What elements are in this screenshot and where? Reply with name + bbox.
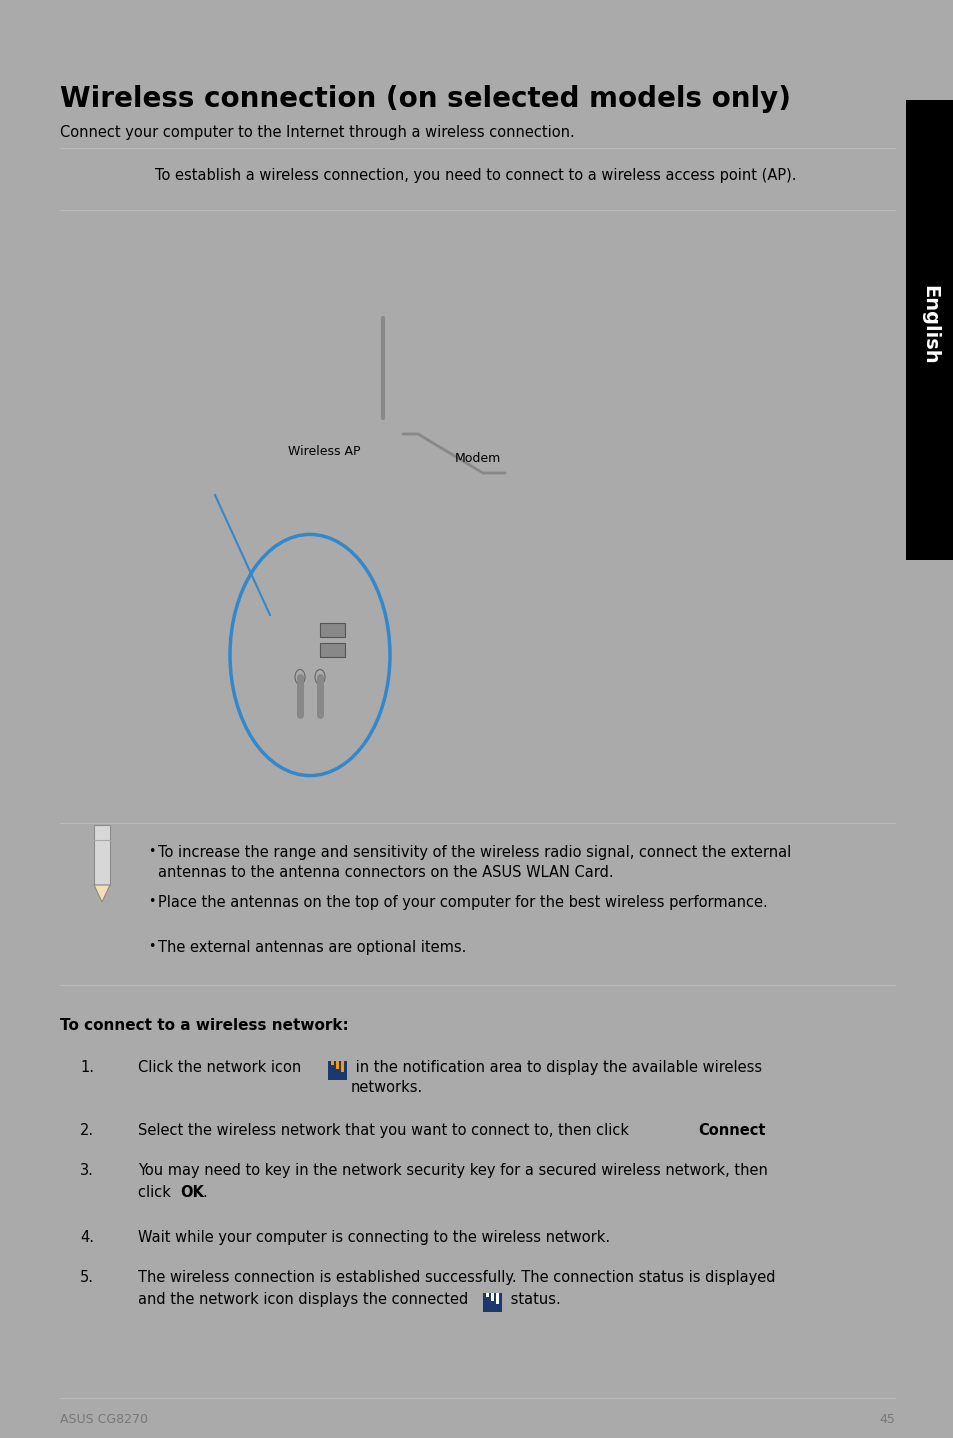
FancyBboxPatch shape [283, 418, 402, 450]
Text: •: • [148, 846, 155, 858]
Circle shape [294, 670, 305, 684]
FancyBboxPatch shape [338, 426, 349, 441]
Text: Wait while your computer is connecting to the wireless network.: Wait while your computer is connecting t… [138, 1229, 610, 1245]
Circle shape [475, 482, 484, 496]
Text: The external antennas are optional items.: The external antennas are optional items… [158, 940, 466, 955]
FancyBboxPatch shape [905, 101, 953, 559]
Circle shape [456, 482, 467, 496]
FancyBboxPatch shape [243, 424, 257, 439]
Circle shape [314, 670, 325, 684]
Text: •: • [148, 940, 155, 953]
Text: click: click [138, 1185, 175, 1199]
FancyBboxPatch shape [335, 1061, 339, 1068]
Circle shape [285, 633, 298, 653]
FancyBboxPatch shape [185, 391, 256, 401]
Circle shape [109, 326, 181, 434]
FancyBboxPatch shape [450, 473, 559, 505]
FancyBboxPatch shape [328, 1061, 347, 1080]
FancyBboxPatch shape [168, 267, 183, 498]
FancyBboxPatch shape [496, 1293, 499, 1304]
FancyBboxPatch shape [291, 426, 301, 441]
FancyBboxPatch shape [185, 335, 256, 345]
FancyBboxPatch shape [165, 234, 265, 500]
FancyBboxPatch shape [331, 1061, 335, 1066]
FancyBboxPatch shape [485, 1293, 489, 1297]
Circle shape [388, 427, 397, 441]
FancyBboxPatch shape [539, 480, 552, 498]
Circle shape [132, 362, 157, 398]
FancyBboxPatch shape [243, 403, 257, 416]
Text: Wireless connection (on selected models only): Wireless connection (on selected models … [60, 85, 790, 114]
Circle shape [123, 347, 167, 413]
Text: status.: status. [505, 1291, 560, 1307]
FancyBboxPatch shape [319, 623, 345, 637]
Polygon shape [94, 825, 110, 884]
Text: Select the wireless network that you want to connect to, then click: Select the wireless network that you wan… [138, 1123, 633, 1137]
FancyBboxPatch shape [323, 426, 333, 441]
Circle shape [230, 535, 390, 775]
FancyBboxPatch shape [355, 426, 365, 441]
FancyBboxPatch shape [165, 234, 265, 265]
FancyBboxPatch shape [185, 418, 256, 429]
Text: To increase the range and sensitivity of the wireless radio signal, connect the : To increase the range and sensitivity of… [158, 846, 790, 880]
FancyBboxPatch shape [185, 475, 256, 485]
Text: To establish a wireless connection, you need to connect to a wireless access poi: To establish a wireless connection, you … [154, 168, 796, 183]
FancyBboxPatch shape [491, 1293, 494, 1300]
Text: Modem: Modem [455, 452, 500, 464]
Circle shape [80, 282, 210, 477]
FancyBboxPatch shape [371, 426, 380, 441]
FancyBboxPatch shape [185, 447, 256, 457]
Text: English: English [920, 285, 939, 365]
Text: .: . [202, 1185, 207, 1199]
Text: 4.: 4. [80, 1229, 94, 1245]
Text: You may need to key in the network security key for a secured wireless network, : You may need to key in the network secur… [138, 1163, 767, 1178]
Text: To connect to a wireless network:: To connect to a wireless network: [60, 1018, 349, 1032]
Text: 1.: 1. [80, 1060, 94, 1076]
Circle shape [313, 633, 327, 653]
FancyBboxPatch shape [482, 1293, 501, 1311]
Text: .: . [760, 1123, 764, 1137]
FancyBboxPatch shape [185, 306, 256, 316]
FancyBboxPatch shape [185, 362, 256, 372]
Text: Connect your computer to the Internet through a wireless connection.: Connect your computer to the Internet th… [60, 125, 574, 139]
FancyBboxPatch shape [307, 426, 316, 441]
Text: 2.: 2. [80, 1123, 94, 1137]
Text: 45: 45 [879, 1414, 894, 1426]
Text: Click the network icon: Click the network icon [138, 1060, 301, 1076]
Text: Connect: Connect [698, 1123, 764, 1137]
FancyBboxPatch shape [243, 446, 257, 460]
Polygon shape [94, 884, 110, 902]
Text: OK: OK [180, 1185, 204, 1199]
Text: Place the antennas on the top of your computer for the best wireless performance: Place the antennas on the top of your co… [158, 894, 767, 910]
Circle shape [378, 312, 387, 324]
Text: in the notification area to display the available wireless
networks.: in the notification area to display the … [351, 1060, 761, 1096]
Text: •: • [148, 894, 155, 907]
FancyBboxPatch shape [165, 487, 265, 500]
Circle shape [493, 482, 502, 496]
Text: ASUS CG8270: ASUS CG8270 [60, 1414, 148, 1426]
Text: Wireless AP: Wireless AP [288, 444, 360, 457]
Text: and the network icon displays the connected: and the network icon displays the connec… [138, 1291, 468, 1307]
Text: 3.: 3. [80, 1163, 93, 1178]
FancyBboxPatch shape [319, 643, 345, 657]
Text: 5.: 5. [80, 1270, 94, 1286]
FancyBboxPatch shape [340, 1061, 344, 1071]
Circle shape [298, 633, 313, 653]
Circle shape [95, 305, 194, 456]
FancyBboxPatch shape [185, 279, 256, 289]
Text: The wireless connection is established successfully. The connection status is di: The wireless connection is established s… [138, 1270, 775, 1286]
